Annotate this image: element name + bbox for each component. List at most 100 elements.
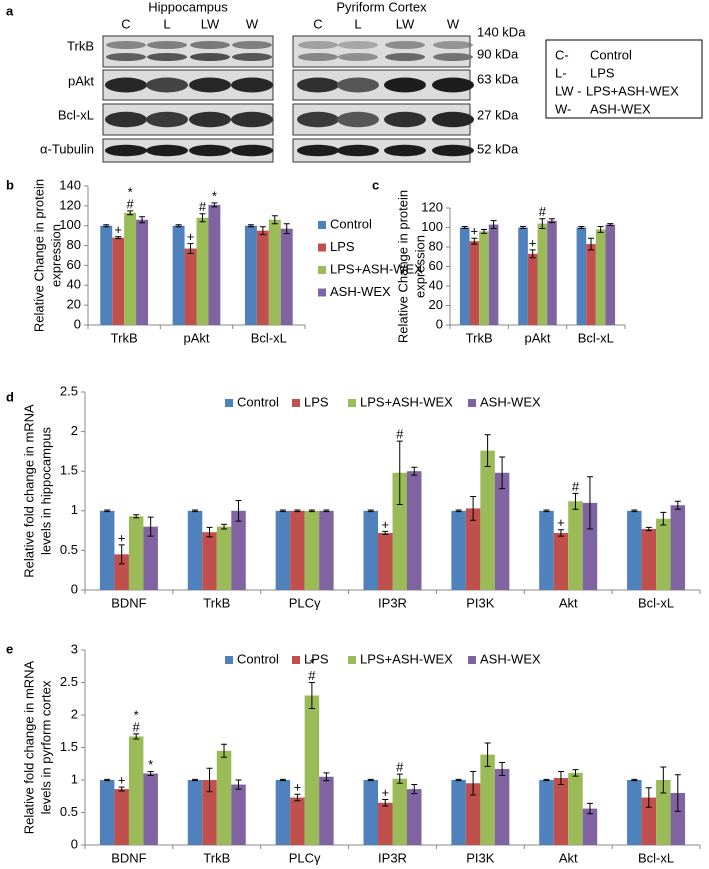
error-bar [279, 778, 286, 782]
blot-band [106, 53, 146, 61]
lane-label: L [354, 16, 361, 31]
bar [553, 778, 569, 845]
significance-marker: * [309, 656, 314, 671]
key-name: LPS [590, 65, 615, 80]
blot-band [231, 77, 273, 93]
region-title: Pyriform Cortex [336, 0, 427, 14]
bar [469, 241, 480, 325]
y-tick-label: 40 [67, 277, 81, 292]
error-bar [206, 767, 213, 793]
panel-label: b [6, 177, 14, 192]
error-bar [484, 434, 491, 467]
bar [451, 780, 466, 845]
error-bar [382, 799, 389, 807]
error-bar [588, 237, 595, 251]
bar [537, 223, 548, 325]
error-bar [367, 509, 374, 513]
bar [641, 529, 657, 590]
y-tick-label: 2.5 [60, 674, 78, 689]
significance-marker: # [308, 668, 316, 683]
error-bar [104, 778, 111, 782]
error-bar [471, 237, 478, 245]
blot-band [147, 53, 187, 61]
bar [494, 472, 510, 590]
x-tick-label: PI3K [466, 595, 495, 610]
blot-band [297, 111, 339, 128]
significance-marker: + [114, 222, 122, 237]
bar [465, 508, 481, 590]
y-tick-label: 0 [74, 316, 81, 331]
error-bar [411, 784, 418, 795]
bar [576, 227, 587, 325]
significance-marker: # [539, 204, 547, 219]
y-axis-label: levels in hippocampus [38, 427, 53, 555]
bar [406, 471, 422, 590]
error-bar [674, 774, 681, 812]
error-bar [480, 228, 487, 234]
bar [143, 773, 158, 845]
blot-panel [102, 35, 274, 68]
bar [231, 510, 246, 590]
y-axis-label: Relative Change in protein [395, 190, 410, 343]
error-bar [597, 226, 604, 233]
error-bar [294, 509, 301, 513]
bar [656, 518, 671, 590]
y-tick-label: 0.5 [60, 542, 78, 557]
blot-band [432, 111, 474, 128]
bar [268, 219, 281, 325]
blot-band [105, 111, 147, 128]
bar [172, 225, 185, 325]
blot-band [384, 77, 426, 93]
error-bar [104, 509, 111, 513]
error-bar [470, 496, 477, 521]
bar [143, 526, 158, 590]
bar [627, 780, 642, 845]
panel-label: d [6, 389, 14, 404]
significance-marker: * [128, 184, 133, 199]
significance-marker: + [381, 785, 389, 800]
size-label: 52 kDa [477, 141, 519, 156]
bar [568, 501, 583, 590]
y-tick-label: 1 [71, 502, 78, 517]
legend-swatch [225, 399, 233, 407]
significance-marker: # [133, 719, 141, 734]
row-label: α-Tubulin [40, 141, 94, 156]
blot-band [189, 77, 231, 93]
x-tick-label: TrkB [203, 595, 230, 610]
bar [256, 230, 269, 325]
legend-label: Control [237, 394, 279, 409]
x-tick-label: Bcl-xL [638, 850, 674, 865]
significance-marker: + [294, 780, 302, 795]
significance-marker: * [148, 757, 153, 772]
blot-band [189, 111, 231, 128]
x-tick-label: TrkB [466, 330, 493, 345]
error-bar [586, 802, 593, 815]
key-abbr: L- [555, 65, 567, 80]
blot-band [298, 53, 338, 61]
error-bar [147, 516, 154, 537]
legend-label: LPS [304, 651, 329, 666]
blot-band [106, 41, 146, 49]
y-tick-label: 0 [71, 836, 78, 851]
bar [184, 248, 197, 325]
significance-marker: # [572, 479, 580, 494]
y-tick-label: 0 [71, 581, 78, 596]
error-bar [461, 226, 468, 229]
error-bar [557, 771, 564, 786]
bar [488, 224, 499, 325]
bar [392, 472, 407, 590]
y-tick-label: 2.5 [60, 383, 78, 398]
significance-marker: + [557, 515, 565, 530]
legend-swatch [348, 656, 356, 664]
blot-band [146, 144, 188, 157]
blot-band [231, 144, 273, 157]
bar [527, 253, 538, 325]
y-tick-label: 60 [67, 257, 81, 272]
bar [202, 532, 217, 590]
error-bar [308, 509, 315, 513]
significance-marker: # [199, 199, 207, 214]
error-bar [323, 509, 330, 513]
y-tick-label: 100 [59, 217, 81, 232]
bar [518, 227, 528, 325]
error-bar [539, 218, 546, 229]
